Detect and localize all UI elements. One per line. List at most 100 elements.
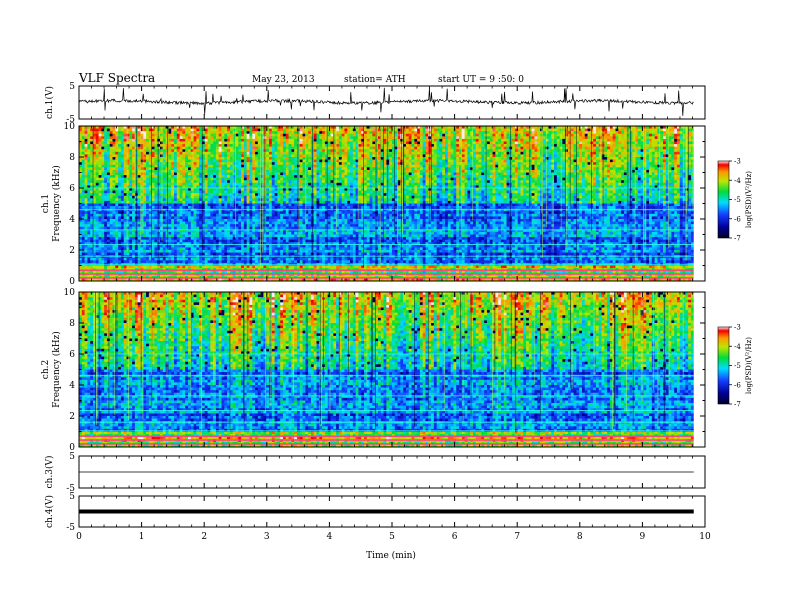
spectrogram-cell — [629, 126, 633, 129]
spectrogram-cell — [372, 131, 376, 135]
spectrogram-cell — [269, 172, 273, 176]
spectrogram-cell — [90, 146, 94, 150]
spectrogram-cell — [196, 136, 200, 140]
spectrogram-cell — [422, 138, 426, 142]
spectrogram-cell — [207, 133, 211, 137]
spectrogram-cell — [394, 154, 398, 158]
spectrogram-cell — [81, 128, 85, 132]
spectrogram-cell — [668, 146, 672, 150]
spectrogram-cell — [204, 144, 208, 148]
spectrogram-cell — [576, 126, 580, 129]
spectrogram-cell — [95, 128, 99, 132]
spectrogram-cell — [676, 138, 681, 142]
spectrogram-cell — [187, 131, 192, 135]
spectrogram-cell — [439, 154, 443, 158]
spectrogram-cell — [201, 180, 206, 184]
spectrogram-cell — [579, 144, 583, 148]
spectrogram-cell — [249, 149, 253, 153]
spectrogram-cell — [215, 151, 220, 155]
spectrogram-cell — [266, 144, 270, 148]
spectrogram-cell — [679, 175, 683, 179]
spectrogram-cell — [554, 172, 558, 176]
spectrogram-cell — [380, 144, 384, 148]
spectrogram-cell — [224, 180, 228, 184]
spectrogram-cell — [436, 157, 440, 160]
spectrogram-cell — [528, 133, 533, 137]
spectrogram-cell — [459, 151, 463, 155]
spectrogram-cell — [90, 182, 94, 186]
spectrogram-cell — [450, 144, 454, 148]
spectrogram-cell — [218, 144, 222, 148]
spectrogram-cell — [352, 167, 357, 171]
spectrogram-cell — [137, 169, 141, 173]
spectrogram-cell — [685, 164, 689, 168]
spectrogram-cell — [403, 164, 407, 168]
spectrogram-cell — [489, 177, 493, 181]
spectrogram-cell — [235, 172, 239, 176]
spectrogram-cell — [517, 157, 521, 160]
spectrogram-cell — [425, 146, 429, 150]
spectrogram-cell — [196, 131, 200, 135]
spectrogram-cell — [132, 180, 136, 184]
spectrogram-cell — [160, 144, 164, 148]
spectrogram-cell — [486, 126, 491, 129]
spectrogram-cell — [414, 149, 418, 153]
spectrogram-cell — [380, 180, 384, 184]
y-tick-label: 5 — [69, 82, 75, 92]
spectrogram-cell — [649, 146, 653, 150]
spectrogram-cell — [531, 126, 535, 129]
spectrogram-cell — [526, 138, 530, 142]
spectrogram-cell — [517, 138, 521, 142]
spectrogram-cell — [280, 164, 284, 168]
spectrogram-cell — [431, 141, 435, 145]
spectrogram-cell — [534, 149, 538, 153]
spectrogram-cell — [277, 151, 281, 155]
spectrogram-cell — [548, 128, 552, 132]
spectrogram-cell — [623, 169, 628, 173]
spectrogram-cell — [168, 177, 172, 181]
spectrogram-cell — [450, 175, 454, 179]
spectrogram-cell — [106, 151, 111, 155]
spectrogram-cell — [475, 133, 479, 137]
spectrogram-cell — [576, 157, 580, 160]
spectrogram-cell — [199, 154, 203, 158]
spectrogram-cell — [512, 138, 516, 142]
spectrogram-cell — [651, 177, 656, 181]
spectrogram-cell — [95, 167, 99, 171]
spectrogram-cell — [132, 151, 136, 155]
spectrogram-cell — [101, 167, 105, 171]
spectrogram-cell — [654, 126, 658, 129]
spectrogram-cell — [327, 138, 331, 142]
spectrogram-cell — [196, 172, 200, 176]
spectrogram-cell — [174, 138, 178, 142]
spectrogram-cell — [472, 126, 477, 129]
spectrogram-cell — [274, 136, 278, 140]
spectrogram-cell — [668, 162, 672, 166]
spectrogram-cell — [157, 151, 161, 155]
spectrogram-cell — [123, 141, 127, 145]
spectrogram-cell — [224, 169, 228, 173]
spectrogram-cell — [520, 146, 524, 150]
spectrogram-cell — [369, 167, 373, 171]
spectrogram-cell — [162, 149, 167, 153]
spectrogram-cell — [618, 138, 622, 142]
spectrogram-cell — [350, 159, 354, 163]
spectrogram-cell — [224, 157, 228, 160]
spectrogram-cell — [143, 126, 147, 129]
spectrogram-cell — [126, 175, 130, 179]
spectrogram-cell — [98, 136, 102, 140]
spectrogram-cell — [296, 172, 301, 176]
spectrogram-cell — [92, 131, 97, 135]
spectrogram-cell — [411, 128, 415, 132]
spectrogram-cell — [450, 167, 454, 171]
spectrogram-cell — [168, 126, 172, 129]
spectrogram-cell — [190, 175, 194, 179]
spectrogram-cell — [246, 144, 250, 148]
spectrogram-cell — [266, 159, 270, 163]
spectrogram-cell — [391, 149, 396, 153]
spectrogram-cell — [92, 175, 97, 179]
spectrogram-cell — [629, 138, 633, 142]
spectrogram-cell — [548, 151, 552, 155]
spectrogram-cell — [389, 180, 393, 184]
spectrogram-cell — [174, 151, 178, 155]
